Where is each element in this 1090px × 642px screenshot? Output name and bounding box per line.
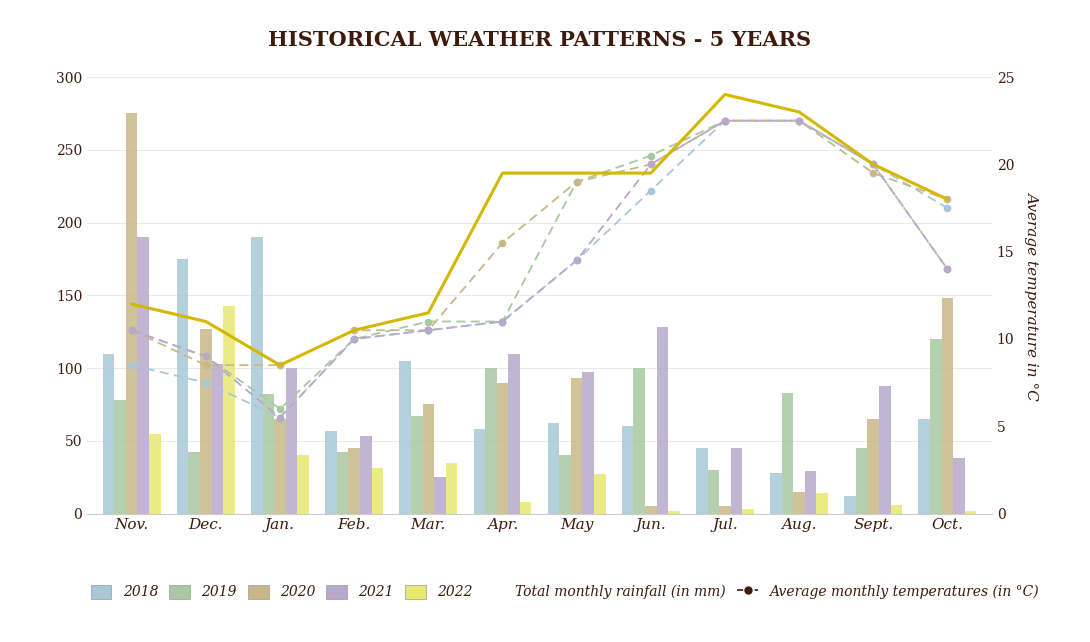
Bar xyxy=(919,419,930,514)
Bar xyxy=(473,429,485,514)
Bar xyxy=(434,477,446,514)
Bar xyxy=(497,383,508,514)
Bar xyxy=(547,423,559,514)
Bar xyxy=(263,394,275,514)
Bar xyxy=(645,507,656,514)
Bar xyxy=(149,433,160,514)
Bar xyxy=(771,473,782,514)
Bar xyxy=(251,237,263,514)
Bar xyxy=(201,329,211,514)
Bar xyxy=(816,493,828,514)
Bar xyxy=(942,299,953,514)
Bar xyxy=(137,237,149,514)
Bar xyxy=(485,368,497,514)
Bar xyxy=(446,463,457,514)
Bar xyxy=(559,455,571,514)
Bar xyxy=(325,431,337,514)
Bar xyxy=(298,455,308,514)
Bar xyxy=(856,448,868,514)
Bar xyxy=(337,453,349,514)
Title: HISTORICAL WEATHER PATTERNS - 5 YEARS: HISTORICAL WEATHER PATTERNS - 5 YEARS xyxy=(268,30,811,51)
Bar xyxy=(719,507,730,514)
Bar xyxy=(126,114,137,514)
Bar xyxy=(399,361,411,514)
Bar xyxy=(114,400,126,514)
Bar xyxy=(223,306,234,514)
Bar xyxy=(582,372,594,514)
Bar xyxy=(275,419,286,514)
Bar xyxy=(177,259,189,514)
Bar xyxy=(965,510,977,514)
Bar xyxy=(879,386,891,514)
Y-axis label: Average temperature in °C: Average temperature in °C xyxy=(1026,191,1040,400)
Bar xyxy=(930,339,942,514)
Bar xyxy=(668,510,680,514)
Bar xyxy=(211,364,223,514)
Bar xyxy=(804,471,816,514)
Bar xyxy=(372,469,383,514)
Bar xyxy=(782,393,794,514)
Bar xyxy=(633,368,645,514)
Bar xyxy=(286,368,298,514)
Bar xyxy=(102,354,114,514)
Bar xyxy=(520,502,532,514)
Bar xyxy=(868,419,879,514)
Bar xyxy=(411,416,423,514)
Bar xyxy=(953,458,965,514)
Bar xyxy=(845,496,856,514)
Bar xyxy=(656,327,668,514)
Bar xyxy=(697,448,707,514)
Bar xyxy=(891,505,903,514)
Bar xyxy=(508,354,520,514)
Bar xyxy=(360,437,372,514)
Legend: 2018, 2019, 2020, 2021, 2022, Total monthly rainfall (in mm), Average monthly te: 2018, 2019, 2020, 2021, 2022, Total mont… xyxy=(85,579,1044,605)
Bar xyxy=(594,474,606,514)
Bar xyxy=(571,378,582,514)
Bar xyxy=(423,404,434,514)
Bar xyxy=(622,426,633,514)
Bar xyxy=(730,448,742,514)
Bar xyxy=(707,470,719,514)
Bar xyxy=(349,448,360,514)
Bar xyxy=(742,509,754,514)
Bar xyxy=(189,453,201,514)
Bar xyxy=(794,492,804,514)
